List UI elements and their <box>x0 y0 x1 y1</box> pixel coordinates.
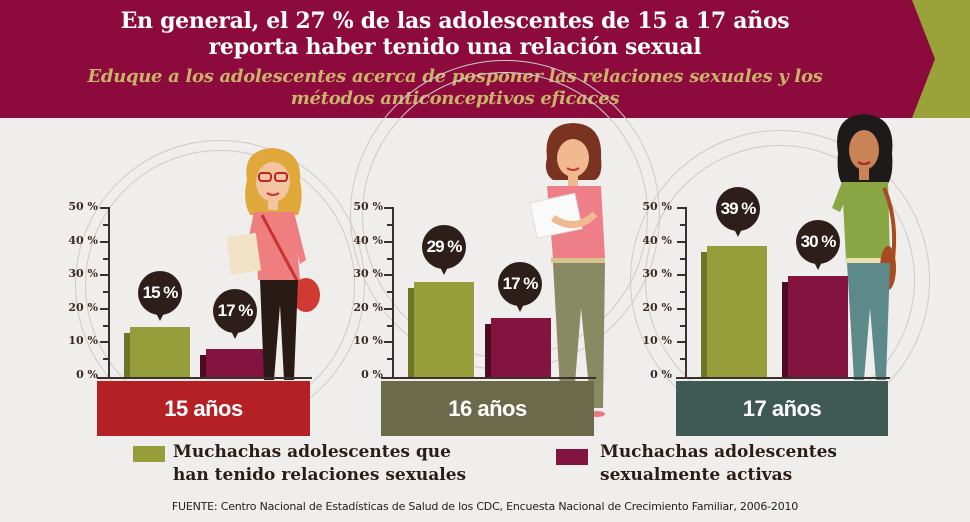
legend-swatch-maroon <box>556 449 588 465</box>
y-tick <box>387 325 393 327</box>
y-tick <box>100 308 109 310</box>
bar-sexual-experience-17 <box>701 246 767 377</box>
y-tick <box>384 274 393 276</box>
y-tick <box>103 358 109 360</box>
age-plate-16: 16 años <box>381 381 594 436</box>
legend-swatch-green <box>133 446 165 462</box>
y-tick <box>387 358 393 360</box>
header: En general, el 27 % de las adolescentes … <box>0 0 970 118</box>
subtitle-line-1: Eduque a los adolescentes acerca de posp… <box>87 66 823 87</box>
bar-sexual-experience-16 <box>408 282 474 377</box>
y-label-0: 0 % <box>650 368 672 381</box>
y-label-10: 10 % <box>68 334 98 347</box>
value-bubble: 39 % <box>716 187 760 237</box>
bar-sexual-experience-15 <box>124 327 190 377</box>
y-tick <box>103 325 109 327</box>
y-label-0: 0 % <box>361 368 383 381</box>
y-tick <box>384 341 393 343</box>
y-label-10: 10 % <box>642 334 672 347</box>
y-tick <box>387 224 393 226</box>
y-tick <box>384 241 393 243</box>
value-bubble: 17 % <box>498 262 542 312</box>
value-bubble: 15 % <box>138 271 182 321</box>
value-bubble: 17 % <box>213 289 257 339</box>
y-label-30: 30 % <box>642 267 672 280</box>
y-tick <box>680 358 686 360</box>
y-label-20: 20 % <box>353 301 383 314</box>
y-label-40: 40 % <box>68 234 98 247</box>
y-tick <box>100 241 109 243</box>
bar-sexually-active-17 <box>782 276 848 377</box>
y-tick <box>384 308 393 310</box>
y-label-20: 20 % <box>642 301 672 314</box>
age-plate-15: 15 años <box>97 381 310 436</box>
y-tick <box>677 274 686 276</box>
legend-label-series1: Muchachas adolescentes que han tenido re… <box>173 442 467 485</box>
page-subtitle: Eduque a los adolescentes acerca de posp… <box>0 66 910 110</box>
y-tick <box>103 258 109 260</box>
value-bubble: 30 % <box>796 220 840 270</box>
y-label-30: 30 % <box>353 267 383 280</box>
y-tick <box>677 241 686 243</box>
title-line-1: En general, el 27 % de las adolescentes … <box>120 8 790 34</box>
y-tick <box>680 291 686 293</box>
y-tick <box>103 291 109 293</box>
y-label-40: 40 % <box>642 234 672 247</box>
y-label-40: 40 % <box>353 234 383 247</box>
girl-figure-15 <box>226 148 320 380</box>
y-label-50: 50 % <box>642 200 672 213</box>
legend-label-series2: Muchachas adolescentes sexualmente activ… <box>600 442 837 485</box>
subtitle-line-2: métodos anticonceptivos eficaces <box>290 88 620 109</box>
y-tick <box>387 258 393 260</box>
y-tick <box>100 341 109 343</box>
bar-sexually-active-16 <box>485 318 551 377</box>
y-tick <box>680 258 686 260</box>
y-tick <box>387 291 393 293</box>
y-tick <box>680 325 686 327</box>
y-label-20: 20 % <box>68 301 98 314</box>
y-label-50: 50 % <box>68 200 98 213</box>
y-tick <box>680 224 686 226</box>
value-bubble: 29 % <box>422 225 466 275</box>
y-tick <box>677 308 686 310</box>
girl-figure-17 <box>832 114 897 380</box>
age-plate-17: 17 años <box>676 381 888 436</box>
bar-sexually-active-15 <box>200 349 266 377</box>
y-tick <box>677 341 686 343</box>
x-baseline <box>676 377 890 379</box>
y-label-0: 0 % <box>76 368 98 381</box>
title-line-2: reporta haber tenido una relación sexual <box>208 34 702 60</box>
x-baseline <box>97 377 312 379</box>
girl-figure-16 <box>529 123 605 417</box>
page-title: En general, el 27 % de las adolescentes … <box>0 8 910 60</box>
x-baseline <box>381 377 596 379</box>
y-label-50: 50 % <box>353 200 383 213</box>
y-label-30: 30 % <box>68 267 98 280</box>
y-tick <box>384 207 393 209</box>
y-label-10: 10 % <box>353 334 383 347</box>
source-note: FUENTE: Centro Nacional de Estadísticas … <box>171 500 799 513</box>
y-tick <box>100 274 109 276</box>
y-tick <box>677 207 686 209</box>
y-tick <box>103 224 109 226</box>
header-band <box>0 0 935 118</box>
y-tick <box>100 207 109 209</box>
